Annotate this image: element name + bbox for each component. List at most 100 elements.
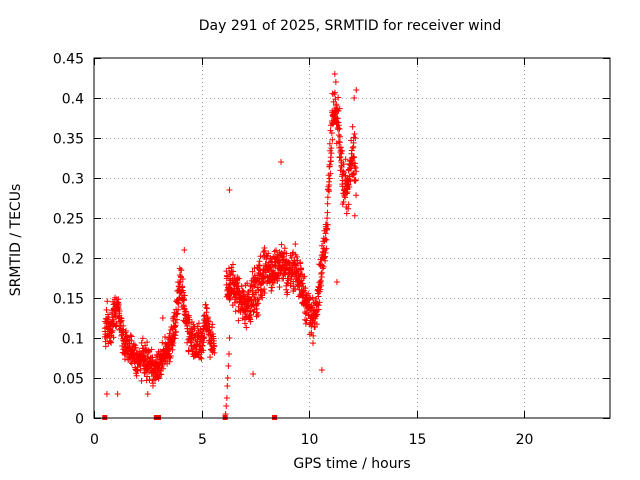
data-point bbox=[297, 265, 304, 272]
data-point bbox=[281, 245, 288, 252]
data-point bbox=[342, 194, 349, 201]
data-point bbox=[244, 304, 251, 311]
data-point bbox=[257, 253, 264, 260]
data-point bbox=[305, 290, 312, 297]
data-point bbox=[344, 188, 351, 195]
x-tick-label: 5 bbox=[198, 432, 207, 448]
data-point bbox=[107, 338, 114, 345]
data-point bbox=[320, 263, 327, 270]
data-point bbox=[278, 159, 285, 165]
data-point bbox=[330, 91, 337, 98]
data-point bbox=[309, 294, 316, 301]
data-point bbox=[349, 144, 356, 151]
data-point bbox=[331, 71, 338, 77]
data-point bbox=[327, 158, 334, 165]
data-point bbox=[335, 132, 342, 139]
data-point bbox=[322, 249, 329, 256]
x-axis: 0 5 10 15 20 bbox=[90, 58, 533, 448]
data-point bbox=[319, 265, 326, 272]
data-point bbox=[318, 282, 325, 289]
data-point bbox=[160, 365, 167, 372]
data-point bbox=[235, 275, 242, 282]
data-point bbox=[293, 253, 300, 260]
data-point bbox=[308, 323, 315, 330]
data-point bbox=[315, 293, 322, 300]
data-point bbox=[337, 167, 344, 174]
data-point bbox=[175, 306, 182, 313]
data-point bbox=[133, 372, 140, 379]
data-point bbox=[318, 269, 325, 276]
data-point bbox=[310, 332, 317, 339]
data-point bbox=[335, 94, 342, 101]
data-point bbox=[350, 153, 357, 160]
data-point bbox=[269, 284, 276, 291]
data-point bbox=[336, 139, 343, 146]
data-point bbox=[284, 289, 291, 296]
data-point bbox=[201, 333, 208, 340]
data-point bbox=[144, 365, 151, 372]
x-axis-label: GPS time / hours bbox=[293, 456, 411, 472]
data-point bbox=[181, 297, 188, 304]
data-point bbox=[104, 298, 111, 305]
data-point bbox=[322, 257, 329, 264]
data-point bbox=[326, 140, 333, 147]
data-point bbox=[353, 87, 360, 93]
data-point bbox=[166, 358, 173, 365]
data-point bbox=[229, 261, 236, 268]
data-point bbox=[292, 263, 299, 270]
y-tick-label: 0.15 bbox=[53, 292, 84, 308]
y-tick-label: 0.2 bbox=[62, 252, 84, 268]
data-point bbox=[211, 342, 218, 349]
data-point bbox=[251, 272, 258, 279]
data-point bbox=[255, 300, 262, 307]
plot-frame bbox=[93, 57, 611, 419]
data-point bbox=[302, 316, 309, 323]
data-point bbox=[331, 111, 338, 118]
data-point bbox=[353, 192, 360, 199]
data-point bbox=[324, 194, 331, 201]
data-point bbox=[194, 323, 201, 330]
data-point bbox=[334, 115, 341, 122]
data-point bbox=[339, 147, 346, 154]
data-point bbox=[313, 321, 320, 328]
data-point bbox=[260, 278, 267, 285]
data-point bbox=[130, 341, 137, 348]
data-point bbox=[322, 236, 329, 243]
data-point bbox=[326, 175, 333, 182]
x-tick-label: 15 bbox=[409, 432, 427, 448]
chart-title: Day 291 of 2025, SRMTID for receiver win… bbox=[198, 18, 502, 34]
data-point bbox=[242, 320, 249, 327]
data-point bbox=[333, 101, 340, 108]
data-point bbox=[335, 122, 342, 129]
data-point bbox=[239, 287, 246, 294]
data-point bbox=[113, 320, 120, 327]
data-point bbox=[273, 247, 280, 254]
data-point bbox=[226, 351, 233, 357]
data-point bbox=[224, 383, 231, 389]
data-point bbox=[226, 187, 233, 193]
data-point bbox=[349, 123, 356, 130]
data-point bbox=[261, 290, 268, 297]
data-point bbox=[179, 283, 186, 290]
data-point bbox=[283, 286, 290, 293]
data-point bbox=[203, 305, 210, 312]
data-point bbox=[181, 247, 188, 253]
data-point bbox=[185, 320, 192, 327]
y-tick-label: 0.3 bbox=[62, 172, 84, 188]
data-point bbox=[247, 311, 254, 318]
data-point bbox=[139, 335, 146, 342]
data-point bbox=[180, 289, 187, 296]
data-point bbox=[309, 304, 316, 311]
data-point bbox=[350, 139, 357, 146]
data-point bbox=[340, 161, 347, 168]
data-point bbox=[340, 199, 347, 206]
data-point bbox=[247, 308, 254, 315]
data-point bbox=[114, 391, 121, 397]
data-point bbox=[351, 95, 358, 101]
data-point bbox=[144, 391, 151, 397]
data-point bbox=[200, 339, 207, 346]
data-point bbox=[104, 311, 111, 318]
y-tick-label: 0.4 bbox=[62, 92, 84, 108]
data-point bbox=[289, 250, 296, 257]
